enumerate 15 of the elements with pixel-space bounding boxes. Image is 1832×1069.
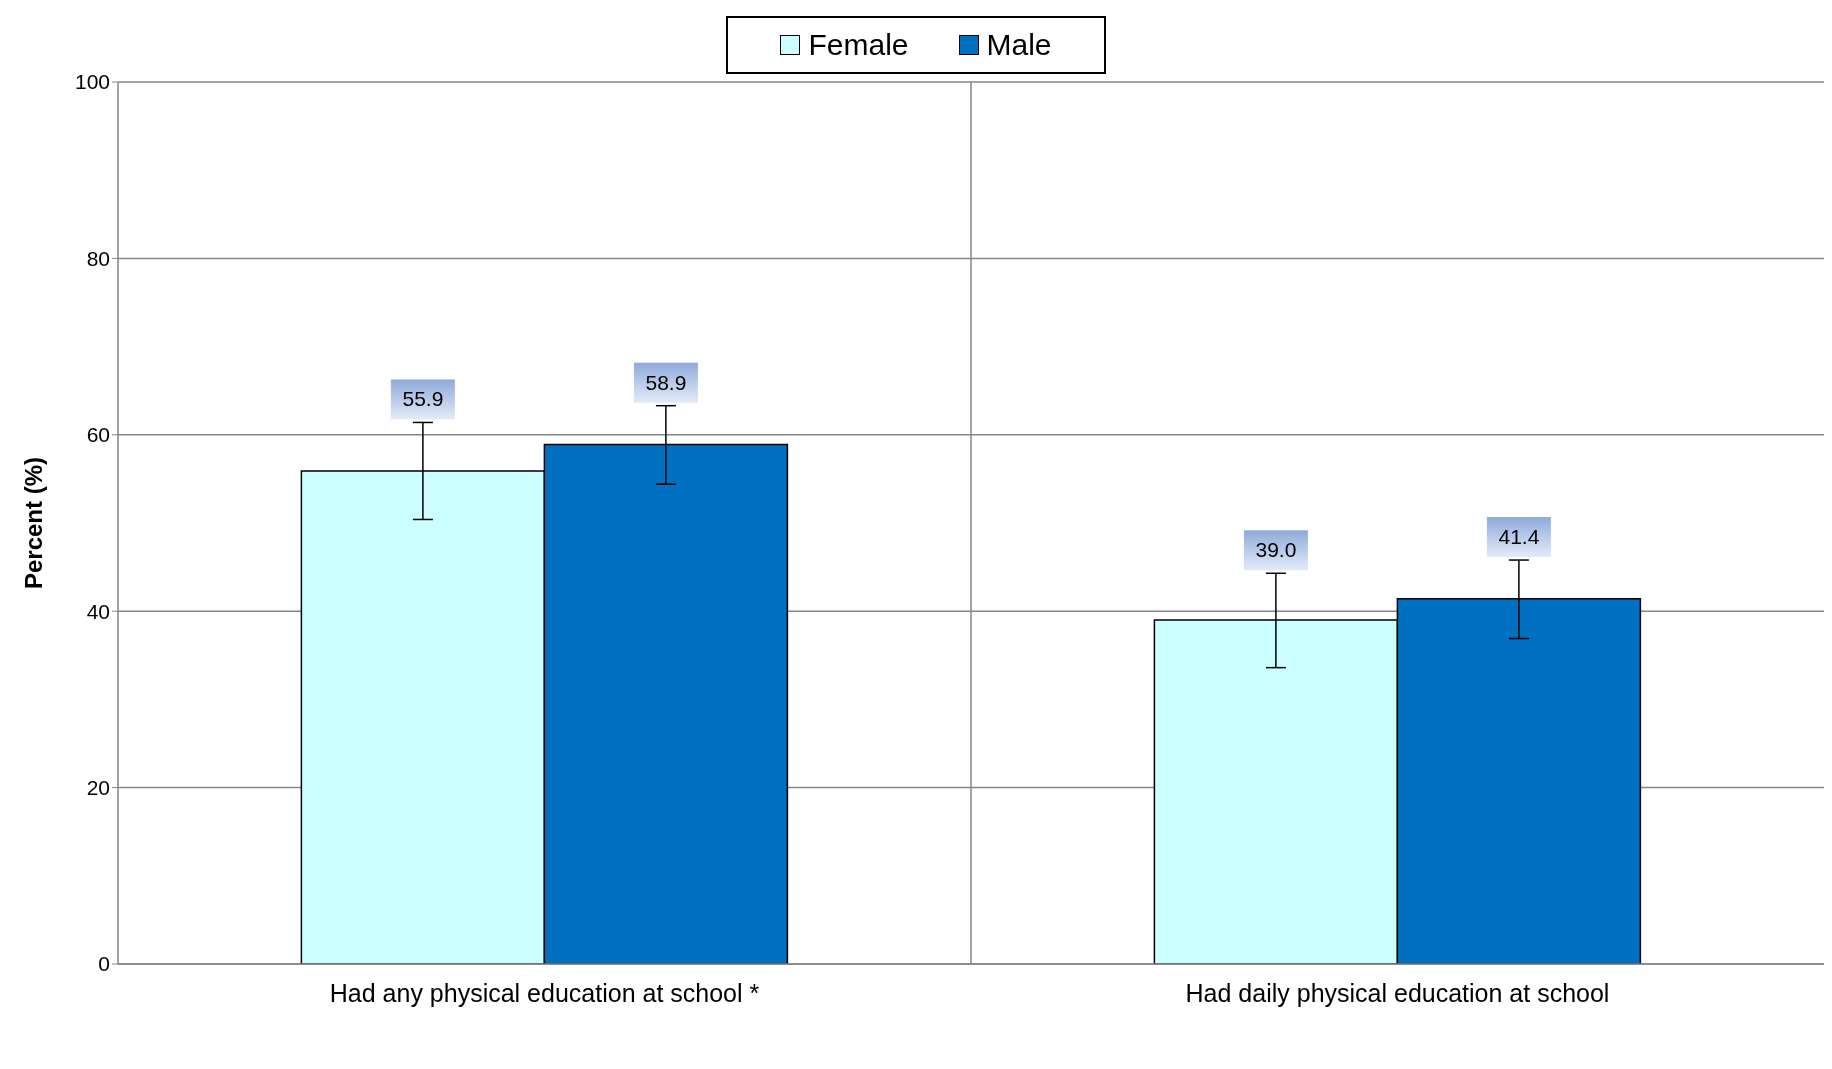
data-label: 41.4 [1498,525,1540,549]
legend-label: Female [808,28,909,62]
data-label: 55.9 [402,387,444,411]
y-tick-label: 0 [98,952,110,976]
x-tick-label: Had any physical education at school * [329,978,760,1007]
data-label: 58.9 [645,370,687,394]
y-axis-title: Percent (%) [19,456,47,590]
y-tick-label: 40 [86,599,110,623]
x-tick-label: Had daily physical education at school [1185,978,1610,1007]
y-tick-label: 60 [86,423,110,447]
y-tick-label: 20 [86,776,110,800]
y-tick-label: 100 [74,70,110,94]
legend-label: Male [986,28,1052,62]
y-tick-label: 80 [86,246,110,270]
data-label: 39.0 [1255,538,1297,562]
